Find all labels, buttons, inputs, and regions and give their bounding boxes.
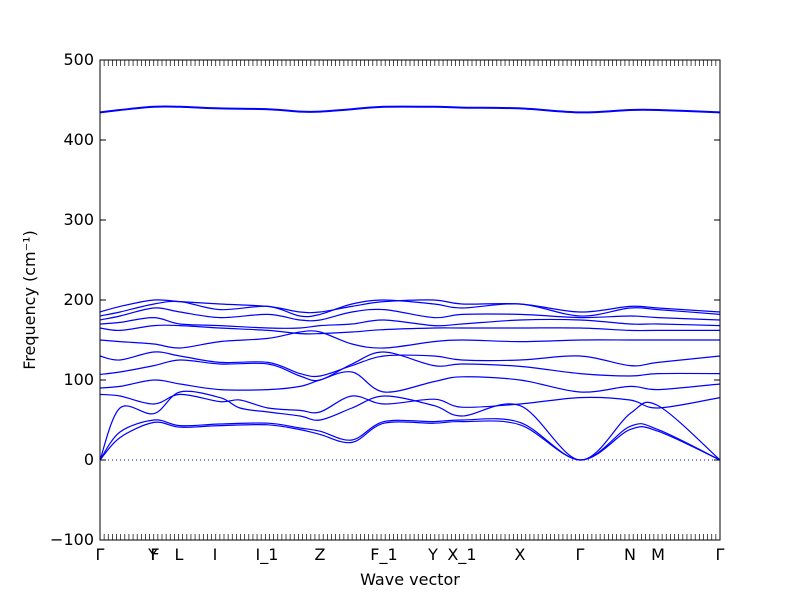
band-line-1	[99, 420, 721, 461]
band-lines	[99, 105, 721, 461]
x-tick-label: F_1	[370, 545, 397, 565]
band-line-5	[99, 371, 721, 393]
x-tick-label: Y	[147, 545, 158, 564]
band-line-11	[99, 307, 721, 322]
y-tick-label: 100	[63, 370, 94, 389]
band-line-13	[99, 299, 721, 314]
x-tick-label: Γ	[576, 545, 585, 564]
band-line-2	[99, 418, 721, 461]
band-line-15	[99, 105, 721, 113]
y-ticks: −100 0 100 200 300 400 500	[50, 50, 720, 549]
x-tick-label: Y	[427, 545, 438, 564]
band-line-7	[99, 351, 721, 378]
band-line-4	[99, 393, 721, 414]
x-tick-label: F	[150, 545, 159, 564]
y-tick-label: 300	[63, 210, 94, 229]
x-ticks: Γ YF L I I_1 Z F_1 Y X_1 X Γ N M Γ	[96, 60, 725, 565]
x-tick-label: Γ	[96, 545, 105, 564]
x-tick-label: Z	[315, 545, 326, 564]
x-tick-label: Γ	[716, 545, 725, 564]
x-axis-label: Wave vector	[360, 570, 460, 589]
y-tick-label: 400	[63, 130, 94, 149]
y-tick-label: 500	[63, 50, 94, 69]
x-tick-label: X	[515, 545, 526, 564]
band-line-14	[99, 106, 721, 114]
x-tick-label: X_1	[447, 545, 476, 565]
x-tick-label: I	[213, 545, 218, 564]
y-tick-label: 0	[84, 450, 94, 469]
x-tick-label: I_1	[256, 545, 279, 565]
x-tick-label: N	[624, 545, 636, 564]
band-line-6	[99, 351, 721, 382]
y-tick-label: −100	[50, 530, 94, 549]
x-tick-label: M	[651, 545, 665, 564]
y-axis-label: Frequency (cm⁻¹)	[20, 230, 39, 369]
band-line-9	[99, 324, 720, 335]
band-line-10	[99, 316, 721, 329]
band-line-8	[99, 330, 720, 349]
x-tick-label: L	[175, 545, 184, 564]
band-line-3	[99, 390, 721, 461]
y-tick-label: 200	[63, 290, 94, 309]
